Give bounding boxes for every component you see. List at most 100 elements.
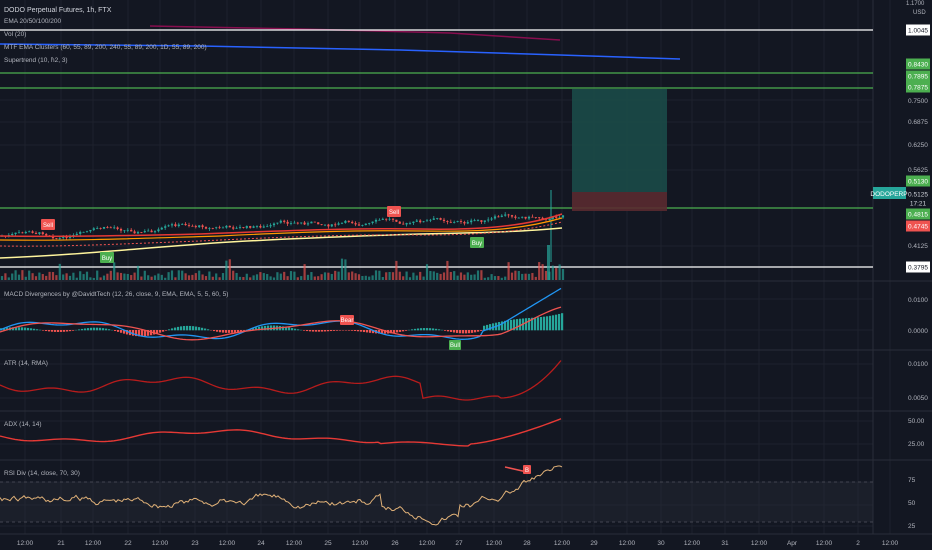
macd-histogram-bar [87,328,90,331]
macd-histogram-bar [339,330,342,331]
candle-body [497,216,500,218]
macd-histogram-bar [282,326,285,331]
macd-histogram-bar [174,327,177,331]
candle-body [391,218,395,220]
candle-body [249,226,252,228]
candle-body [147,230,150,232]
volume-bar [300,276,303,280]
macd-histogram-bar [156,330,159,334]
volume-bar [422,276,425,280]
candle-body [194,226,197,228]
time-label: 12:00 [17,540,34,547]
macd-histogram-bar [144,330,147,337]
candle-body [218,227,221,229]
macd-histogram-bar [558,313,561,331]
volume-bar [391,272,395,280]
macd-histogram-bar [24,327,27,331]
macd-histogram-bar [69,330,72,332]
adx-axis-25: 25.00 [908,441,925,448]
macd-histogram-bar [468,330,471,334]
macd-histogram-bar [384,330,387,334]
candle-body [259,225,262,228]
candle-body [92,228,95,230]
position-loss-zone[interactable] [572,192,667,211]
price-tag-box [906,58,930,70]
volume-bar [408,277,412,280]
macd-histogram-bar [270,325,273,331]
candle-body [269,225,272,227]
indicator-legend-ema[interactable]: EMA 20/50/100/200 [4,18,61,25]
price-tag-box [906,70,930,82]
volume-bar [510,272,514,280]
volume-bar [357,274,361,280]
macd-histogram-bar [252,328,255,331]
macd-histogram-bar [549,315,552,331]
candle-body [412,221,415,223]
candle-body [504,214,507,216]
candle-body [456,221,459,223]
volume-bar [245,273,248,280]
time-label: 12:00 [219,540,236,547]
indicator-legend-supertrend[interactable]: Supertrend (10, ħ2, 3) [4,57,68,64]
volume-bar [337,271,340,280]
macd-histogram-bar [417,328,420,331]
macd-title[interactable]: MACD Divergences by @DavidtTech (12, 26,… [4,291,228,298]
macd-histogram-bar [432,328,435,331]
macd-histogram-bar [108,329,111,331]
macd-histogram-bar [450,330,453,332]
candle-body [296,222,299,224]
macd-histogram-bar [138,330,141,337]
candle-body [337,223,340,225]
candle-body [24,232,27,234]
candle-body [140,232,143,233]
macd-histogram-bar [531,317,534,331]
price-axis[interactable]: 1.1700 USD 0.7500 0.6875 0.6250 0.5625 0… [906,1,928,250]
macd-histogram-bar [3,327,6,331]
time-label: 12:00 [619,540,636,547]
signal-markers: Sell Buy Sell Buy [41,206,484,263]
time-axis[interactable]: 12:00 21 12:00 22 12:00 23 12:00 24 12:00 25 12:00… [17,540,899,547]
volume-bar [276,272,279,280]
macd-histogram-bar [462,330,465,334]
candle-body [463,222,466,224]
price-label-0-4125: 0.4125 [908,243,928,250]
macd-histogram-bar [525,318,528,331]
volume-bar [320,274,323,280]
indicator-legend-mtf[interactable]: MTF EMA Clusters (60, 55, 89, 200, 240, … [4,44,207,51]
position-profit-zone[interactable] [572,89,667,192]
candle-body [232,227,235,229]
macd-histogram-bar [405,330,408,331]
atr-title[interactable]: ATR (14, RMA) [4,360,48,367]
macd-histogram-bar [21,327,24,331]
time-label: 22 [124,540,132,547]
volume-bar [51,272,55,280]
macd-histogram-bar [231,330,234,333]
volume-bar [191,274,194,280]
candle-body [405,223,408,225]
candle-body [21,232,24,234]
candle-body [82,231,85,233]
volume-bar [198,270,201,280]
candle-body [487,219,490,221]
rsi-title[interactable]: RSI Div (14, close, 70, 30) [4,470,80,477]
macd-histogram-bar [105,328,108,331]
macd-histogram-bar [114,330,117,332]
macd-histogram-bar [546,316,549,331]
symbol-title[interactable]: DODO Perpetual Futures, 1h, FTX [4,7,112,14]
candle-body [368,222,371,224]
macd-histogram [0,313,564,337]
candle-body [415,220,418,222]
adx-title[interactable]: ADX (14, 14) [4,421,42,428]
volume-bar [524,273,527,280]
macd-histogram-bar [57,330,60,332]
macd-histogram-bar [540,316,543,331]
volume-bar [425,264,429,280]
volume-bar [490,274,493,280]
candle-body [378,219,381,221]
macd-histogram-bar [195,326,198,331]
candle-body [164,226,167,228]
candle-body [201,225,204,228]
indicator-legend-vol[interactable]: Vol (20) [4,31,26,38]
